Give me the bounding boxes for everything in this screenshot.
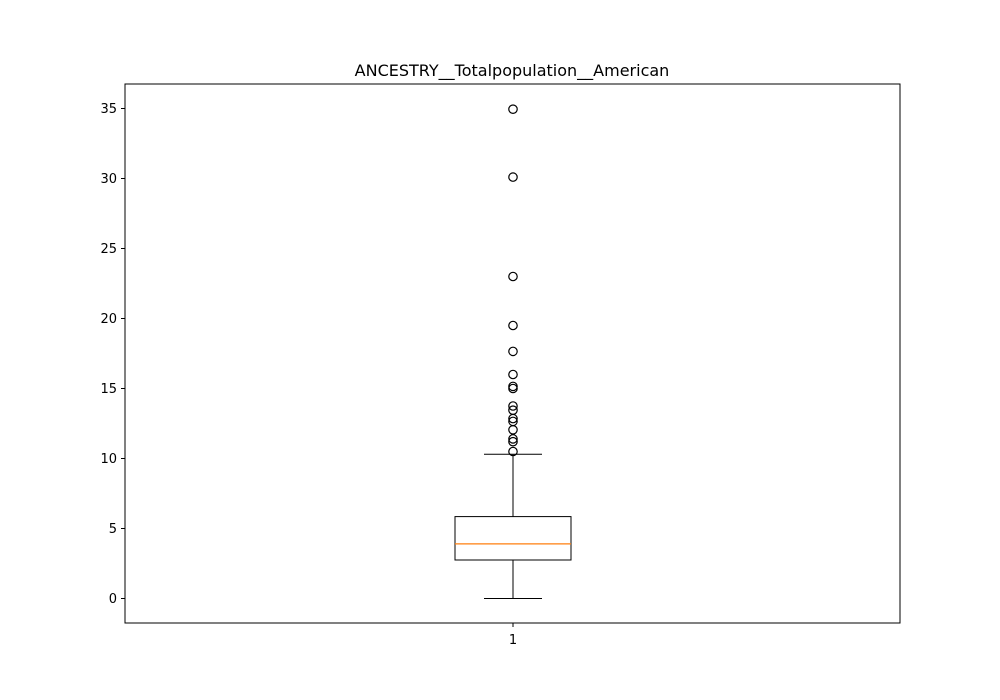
x-tick-label: 1 bbox=[509, 633, 517, 648]
outlier-point bbox=[508, 436, 518, 447]
y-tick-label: 35 bbox=[100, 102, 117, 117]
outlier-point bbox=[508, 369, 518, 380]
outlier-point bbox=[508, 434, 518, 444]
outlier-point bbox=[508, 104, 518, 114]
y-tick-label: 0 bbox=[109, 592, 117, 607]
y-tick-label: 30 bbox=[100, 172, 117, 187]
outlier-point bbox=[508, 446, 518, 457]
y-tick-label: 15 bbox=[100, 382, 117, 397]
y-tick-label: 20 bbox=[100, 312, 117, 327]
outlier-point bbox=[508, 416, 518, 427]
outlier-point bbox=[508, 401, 518, 411]
x-axis: 1 bbox=[509, 623, 517, 648]
outlier-point bbox=[508, 424, 518, 435]
outlier-point bbox=[508, 405, 518, 415]
outlier-point bbox=[508, 172, 518, 182]
iqr-box bbox=[454, 516, 572, 561]
y-tick-label: 25 bbox=[100, 242, 117, 257]
y-tick-label: 5 bbox=[109, 522, 117, 537]
y-axis: 0 5 10 15 20 25 30 35 bbox=[100, 102, 125, 607]
outlier-point bbox=[508, 381, 518, 392]
outlier-point bbox=[508, 320, 518, 331]
plot-frame bbox=[124, 83, 901, 624]
box-group bbox=[454, 453, 572, 599]
outlier-point bbox=[508, 271, 518, 282]
chart-title: ANCESTRY__Totalpopulation__American bbox=[355, 61, 670, 81]
outlier-point bbox=[508, 346, 518, 357]
y-tick-label: 10 bbox=[100, 452, 117, 467]
outlier-group bbox=[508, 104, 518, 457]
